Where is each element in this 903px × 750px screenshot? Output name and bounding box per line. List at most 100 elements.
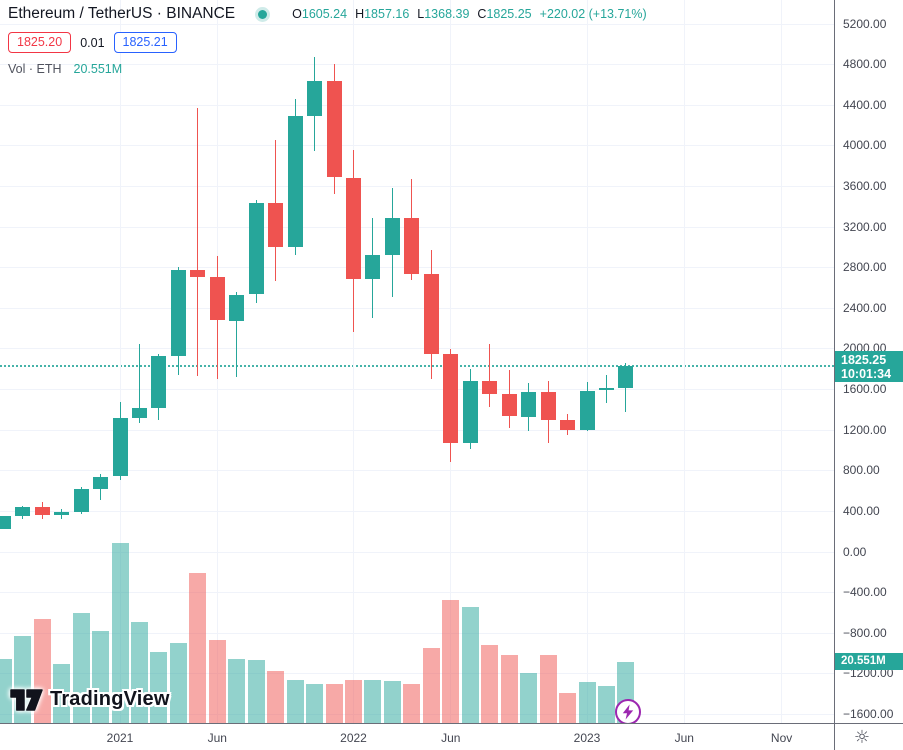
price-tick-label: 0.00 [843,544,867,559]
spread-value: 0.01 [80,35,105,50]
candle-wick [197,107,199,376]
volume-bar [520,673,538,723]
gridline-horizontal [0,185,834,187]
chart-pane[interactable]: TradingView [0,0,834,723]
volume-bar [228,658,246,723]
candle-wick [489,344,491,408]
price-tick-label: 3600.00 [843,178,887,193]
open-value: 1605.24 [301,7,348,21]
time-axis[interactable]: ☼ 2021 Jun 2022 Jun 2023 Jun Nov [0,723,903,750]
price-axis[interactable]: 1825.25 10:01:34 20.551M −1600.00 −1200.0… [834,0,903,723]
candle-body [209,276,225,321]
market-status-dot-icon[interactable] [258,9,268,19]
last-price-line [0,365,834,368]
buy-button[interactable]: 1825.21 [113,32,177,53]
volume-bar [169,642,187,723]
time-tick-label: 2023 [573,731,601,745]
candle-body [365,255,381,279]
candle-body [287,116,303,247]
close-label: C [477,7,487,21]
volume-bar [247,660,265,723]
price-tick-label: 4800.00 [843,57,887,72]
gridline-horizontal [0,389,834,390]
gridline-horizontal [0,307,834,309]
candle-body [93,476,108,489]
candle-body [268,202,284,247]
volume-badge: 20.551M [835,653,903,670]
high-label: H [355,7,365,21]
volume-bar [111,543,129,723]
candle-body [248,202,264,295]
candle-body [618,366,634,389]
volume-bar [130,622,148,723]
volume-bar [150,652,168,723]
gridline-horizontal [0,64,834,66]
tradingview-logo-icon [10,688,43,711]
candle-body [384,218,400,255]
candle-body [462,380,478,444]
gridline-horizontal [0,673,834,675]
candle-body [131,407,147,418]
chart-legend: Ethereum / TetherUS · BINANCE O1605.24 H… [8,4,647,76]
volume-bar [325,684,343,723]
gridline-horizontal [0,429,834,431]
volume-bar [189,573,207,723]
gridline-horizontal [0,551,834,553]
open-label: O [292,7,302,21]
price-tick-label: −1600.00 [843,706,894,721]
gridline-horizontal [0,23,834,25]
gridline-vertical [119,0,121,723]
tradingview-logo[interactable]: TradingView [10,688,170,711]
volume-bar [53,663,71,723]
candle-body [170,269,186,357]
gridline-horizontal [0,145,834,147]
price-tick-label: 2800.00 [843,260,887,275]
volume-bar [345,680,362,723]
realtime-data-bolt-icon[interactable] [615,699,641,723]
change-value: +220.02 (+13.71%) [539,7,647,21]
price-tick-label: 3200.00 [843,219,887,234]
candle-body [423,274,439,355]
symbol-title[interactable]: Ethereum / TetherUS · BINANCE [8,5,236,22]
bar-countdown: 10:01:34 [841,367,892,381]
sun-icon[interactable]: ☼ [853,727,871,748]
volume-bar [208,639,226,723]
low-label: L [417,7,425,21]
time-tick-label: Jun [441,731,461,745]
sell-button[interactable]: 1825.20 [8,32,72,53]
price-tick-label: 400.00 [843,503,880,518]
candle-body [443,354,459,443]
tradingview-logo-text: TradingView [50,688,170,710]
close-value: 1825.25 [486,7,532,21]
volume-value: 20.551M [73,62,123,76]
volume-bar [267,671,285,723]
time-tick-label: 2022 [340,731,367,745]
time-tick-label: 2021 [106,731,134,745]
gridline-horizontal [0,104,834,106]
high-value: 1857.16 [364,7,410,21]
price-tick-label: 1200.00 [843,422,887,437]
price-tick-label: 5200.00 [843,16,887,31]
candle-body [112,417,128,477]
volume-bar [481,644,499,723]
gridline-horizontal [0,632,834,634]
candle-body [0,516,11,529]
axis-corner-separator [834,724,835,750]
price-tick-label: −800.00 [843,625,887,640]
candle-wick [138,344,140,424]
gridline-vertical [586,0,588,723]
price-tick-label: 2400.00 [843,300,887,315]
gridline-horizontal [0,592,834,594]
volume-bar [442,600,460,723]
time-tick-label: Jun [207,731,227,745]
bid-ask-row: 1825.20 0.01 1825.21 [8,32,647,53]
candle-body [326,81,342,178]
candle-body [560,420,575,431]
lightning-glyph [622,704,634,720]
volume-bar [92,631,109,723]
candle-body [599,388,614,391]
gridline-horizontal [0,510,834,512]
candle-body [229,294,245,321]
price-tick-label: 800.00 [843,463,880,478]
